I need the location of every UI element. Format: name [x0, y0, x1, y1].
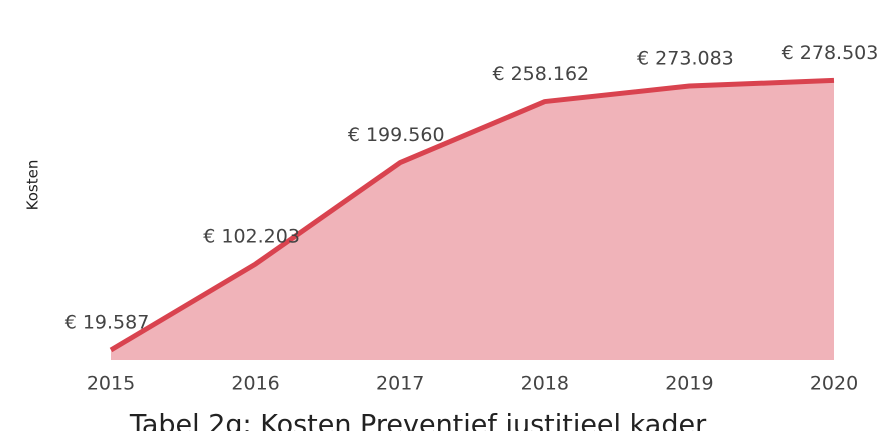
data-label: € 278.503 [782, 42, 879, 64]
data-label: € 199.560 [348, 124, 445, 146]
data-label: € 273.083 [637, 48, 734, 70]
x-tick-label: 2017 [376, 373, 424, 395]
area [111, 80, 834, 360]
data-label: € 102.203 [203, 225, 300, 247]
chart-title: Tabel 2g: Kosten Preventief justitieel k… [129, 410, 707, 431]
line [109, 77, 835, 353]
x-tick-label: 2020 [810, 373, 858, 395]
data-label: € 19.587 [65, 312, 150, 334]
y-axis-label: Kosten [24, 160, 42, 211]
x-tick-label: 2018 [521, 373, 569, 395]
x-tick-label: 2015 [87, 373, 135, 395]
data-label: € 258.162 [492, 63, 589, 85]
x-tick-label: 2016 [231, 373, 279, 395]
x-tick-label: 2019 [665, 373, 713, 395]
